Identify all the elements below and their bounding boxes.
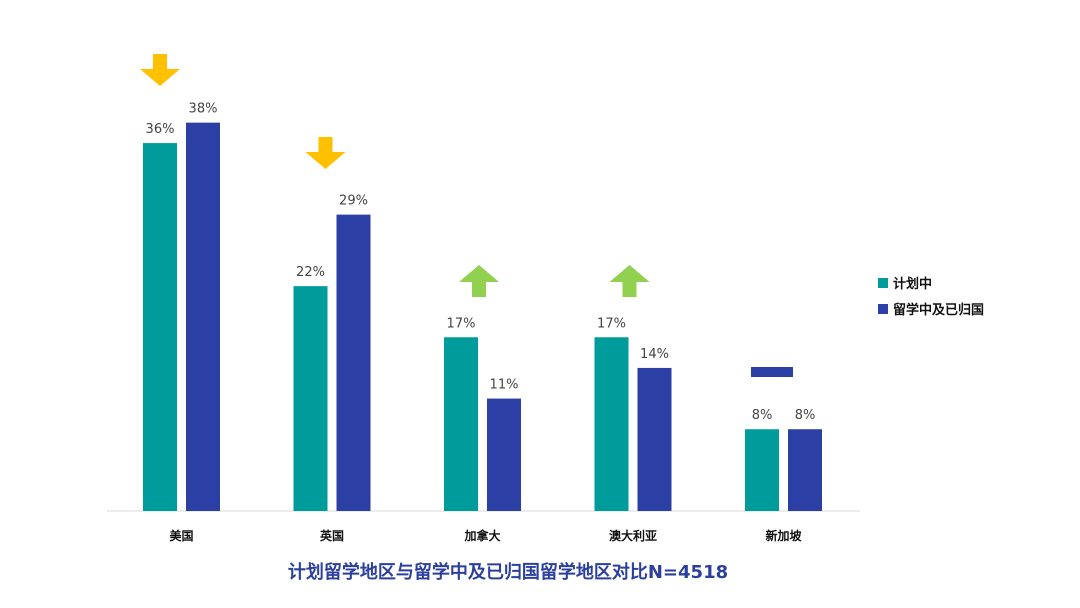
data-label: 36% xyxy=(146,122,175,137)
category-label: 英国 xyxy=(320,528,344,543)
data-label: 22% xyxy=(296,265,325,280)
legend-label-planned: 计划中 xyxy=(893,276,932,292)
legend-label-studying-returned: 留学中及已归国 xyxy=(893,302,984,318)
legend-swatch-studying-returned xyxy=(878,304,888,314)
up-arrow-icon xyxy=(609,265,650,297)
bar-studying-returned xyxy=(637,367,672,511)
dash-icon xyxy=(751,367,793,377)
data-label: 8% xyxy=(795,408,816,423)
bar-studying-returned xyxy=(487,398,521,511)
category-label: 澳大利亚 xyxy=(609,528,657,543)
down-arrow-icon xyxy=(140,54,180,86)
category-label: 美国 xyxy=(169,528,193,543)
data-label: 11% xyxy=(490,378,519,393)
data-label: 17% xyxy=(447,316,476,331)
category-label: 加拿大 xyxy=(463,528,500,543)
bar-planned xyxy=(293,286,328,511)
bar-planned xyxy=(594,337,629,511)
legend-swatch-planned xyxy=(878,278,888,288)
data-label: 29% xyxy=(339,194,368,209)
category-label: 新加坡 xyxy=(765,528,802,543)
data-label: 14% xyxy=(640,347,669,362)
bar-planned xyxy=(143,143,177,511)
up-arrow-icon xyxy=(459,265,499,297)
bar-studying-returned xyxy=(336,214,371,511)
data-label: 8% xyxy=(752,408,773,423)
data-label: 38% xyxy=(189,102,218,117)
legend: 计划中 留学中及已归国 xyxy=(878,276,984,318)
down-arrow-icon xyxy=(305,137,346,169)
bar-studying-returned xyxy=(788,429,822,511)
chart-title: 计划留学地区与留学中及已归国留学地区对比N=4518 xyxy=(288,561,728,583)
bar-planned xyxy=(745,429,779,511)
bar-studying-returned xyxy=(186,122,220,511)
bar-planned xyxy=(444,337,478,511)
data-label: 17% xyxy=(597,316,626,331)
